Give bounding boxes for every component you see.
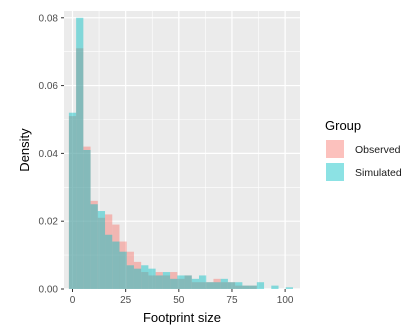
bar-observed [177, 278, 185, 289]
y-tick-label: 0.06 [39, 81, 59, 92]
y-tick-label: 0.04 [39, 149, 59, 160]
bar-simulated [199, 275, 207, 289]
bar-simulated [90, 204, 98, 289]
series-simulated-bars [68, 17, 293, 290]
y-tick-label: 0.00 [39, 285, 59, 296]
bar-observed [170, 272, 178, 289]
bar-observed [119, 241, 127, 289]
legend: Group Observed Simulated [325, 118, 402, 181]
legend-label-observed: Observed [355, 144, 401, 156]
bar-observed [133, 261, 142, 289]
bar-observed [97, 217, 106, 289]
x-tick-label: 25 [120, 295, 132, 306]
bar-observed [68, 116, 77, 289]
grid-minor [64, 11, 300, 289]
bar-observed [83, 146, 91, 289]
bar-observed [227, 282, 236, 289]
x-axis-tick-labels: 0 25 50 75 100 [70, 295, 294, 306]
x-tick-label: 0 [70, 295, 76, 306]
bar-simulated [256, 282, 265, 289]
bar-simulated [213, 282, 221, 289]
bar-observed [235, 285, 243, 289]
y-tick-label: 0.02 [39, 217, 59, 228]
bar-simulated [141, 265, 149, 289]
x-axis-title: Footprint size [143, 310, 221, 325]
bar-simulated [206, 282, 214, 289]
bar-simulated [83, 150, 91, 289]
bar-observed [126, 251, 134, 289]
bar-simulated [68, 112, 77, 290]
bar-observed [141, 272, 149, 289]
bar-simulated [155, 275, 163, 289]
y-tick-label: 0.08 [39, 13, 59, 24]
bar-observed [191, 282, 200, 289]
x-tick-label: 100 [277, 295, 294, 306]
bar-simulated [271, 285, 279, 289]
bar-simulated [133, 268, 142, 289]
series-observed-bars [68, 48, 257, 290]
bar-simulated [249, 285, 257, 289]
bar-simulated [170, 278, 178, 289]
legend-label-simulated: Simulated [355, 167, 402, 179]
legend-key-simulated [326, 163, 344, 181]
axis-ticks [61, 17, 286, 292]
bar-observed [220, 282, 228, 289]
legend-key-observed [326, 140, 344, 158]
bar-simulated [105, 234, 113, 289]
legend-title: Group [325, 118, 361, 133]
bar-observed [90, 200, 98, 289]
bar-observed [199, 282, 207, 289]
bar-observed [213, 278, 221, 289]
bar-observed [105, 214, 113, 289]
bar-simulated [112, 241, 120, 289]
bar-simulated [126, 265, 134, 289]
bar-observed [112, 224, 120, 289]
bar-simulated [220, 278, 228, 289]
bar-simulated [285, 287, 293, 289]
bar-observed [162, 275, 171, 289]
bar-simulated [227, 282, 236, 289]
bar-simulated [191, 278, 200, 289]
bar-observed [184, 275, 192, 289]
bar-observed [155, 272, 163, 289]
y-axis-tick-labels: 0.00 0.02 0.04 0.06 0.08 [39, 13, 59, 295]
bar-simulated [184, 275, 192, 289]
bar-simulated [162, 272, 171, 289]
bar-observed [76, 48, 84, 290]
bar-simulated [119, 251, 127, 289]
bar-observed [206, 282, 214, 289]
bar-simulated [148, 268, 156, 289]
bar-observed [242, 285, 250, 289]
plot-panel [64, 11, 300, 289]
grid-major [64, 11, 300, 290]
bar-simulated [76, 17, 84, 289]
x-tick-label: 50 [173, 295, 185, 306]
bar-observed [148, 275, 156, 289]
bar-simulated [177, 275, 185, 289]
bar-simulated [242, 285, 250, 289]
bar-observed [249, 285, 257, 289]
x-tick-label: 75 [226, 295, 238, 306]
bar-simulated [97, 211, 106, 289]
bar-simulated [235, 282, 243, 289]
y-axis-title: Density [17, 128, 32, 172]
